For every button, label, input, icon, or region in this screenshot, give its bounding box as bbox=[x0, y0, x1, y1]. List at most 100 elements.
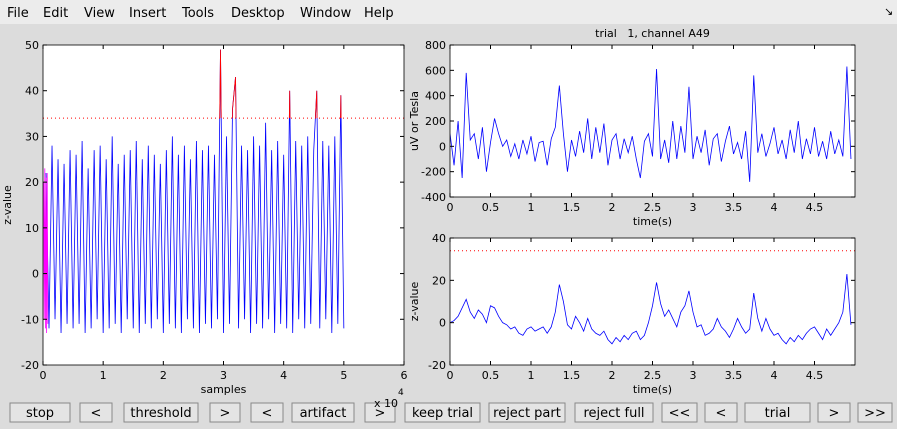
x-tick-label: 4.5 bbox=[806, 201, 824, 214]
y-tick-label: -10 bbox=[21, 313, 39, 326]
button-label[interactable]: threshold bbox=[130, 406, 191, 421]
x-tick-label: 1.5 bbox=[563, 201, 581, 214]
menu-item[interactable]: Window bbox=[300, 6, 352, 21]
signal-line bbox=[450, 273, 852, 345]
button[interactable] bbox=[123, 402, 199, 423]
button[interactable] bbox=[857, 402, 893, 423]
button[interactable] bbox=[704, 402, 738, 423]
button[interactable] bbox=[744, 402, 811, 423]
button[interactable] bbox=[9, 402, 71, 423]
button-label[interactable]: > bbox=[375, 406, 386, 421]
x-tick-label: 0 bbox=[447, 369, 454, 382]
button[interactable] bbox=[817, 402, 851, 423]
button[interactable] bbox=[574, 402, 654, 423]
button[interactable] bbox=[404, 402, 481, 423]
x-tick-label: 4 bbox=[280, 369, 287, 382]
y-tick-label: -20 bbox=[21, 359, 39, 372]
menu-bar bbox=[0, 0, 897, 24]
y-tick-label: 0 bbox=[439, 317, 446, 330]
x-tick-label: 6 bbox=[401, 369, 408, 382]
x-exponent: 4 bbox=[398, 388, 404, 398]
menu-item[interactable]: View bbox=[84, 6, 115, 21]
x-tick-label: 3 bbox=[220, 369, 227, 382]
button-label[interactable]: keep trial bbox=[412, 406, 473, 421]
button[interactable] bbox=[250, 402, 284, 423]
y-tick-label: 200 bbox=[425, 115, 446, 128]
button-label[interactable]: reject part bbox=[493, 406, 561, 421]
y-tick-label: 30 bbox=[25, 130, 39, 143]
button-label[interactable]: > bbox=[829, 406, 840, 421]
button[interactable] bbox=[79, 402, 113, 423]
x-tick-label: 0 bbox=[40, 369, 47, 382]
x-tick-label: 1 bbox=[528, 201, 535, 214]
axes: 0 1 2 3 4 5 6 -20 -10 0 10 20 30 40 50 samples z-value x … bbox=[1, 39, 408, 410]
menu-item[interactable]: Edit bbox=[43, 6, 68, 21]
button-label[interactable]: reject full bbox=[583, 406, 644, 421]
y-tick-label: 400 bbox=[425, 90, 446, 103]
button-label[interactable]: artifact bbox=[300, 406, 347, 421]
x-tick-label: 2.5 bbox=[644, 369, 662, 382]
x-axis-label: time(s) bbox=[633, 215, 672, 228]
x-tick-label: 2 bbox=[609, 201, 616, 214]
signal-line bbox=[450, 66, 852, 182]
y-tick-label: 10 bbox=[25, 222, 39, 235]
plot-area bbox=[450, 238, 855, 365]
y-axis-label: z-value bbox=[408, 282, 421, 322]
x-tick-label: 1 bbox=[528, 369, 535, 382]
menu-item[interactable]: Desktop bbox=[231, 6, 285, 21]
button-label[interactable]: stop bbox=[26, 406, 54, 421]
x-tick-label: 0 bbox=[447, 201, 454, 214]
x-tick-label: 2 bbox=[160, 369, 167, 382]
y-tick-label: -200 bbox=[421, 166, 446, 179]
y-tick-label: 20 bbox=[25, 176, 39, 189]
button[interactable] bbox=[661, 402, 698, 423]
y-tick-label: 50 bbox=[25, 39, 39, 52]
x-tick-label: 4.5 bbox=[806, 369, 824, 382]
x-multiplier: x 10 bbox=[374, 397, 398, 410]
menu-item[interactable]: Tools bbox=[181, 6, 214, 21]
x-tick-label: 4 bbox=[771, 369, 778, 382]
button-label[interactable]: < bbox=[91, 406, 102, 421]
button[interactable] bbox=[291, 402, 355, 423]
signal-line bbox=[43, 168, 49, 334]
x-axis-label: time(s) bbox=[633, 383, 672, 396]
x-axis-label: samples bbox=[201, 383, 247, 396]
button-label[interactable]: < bbox=[716, 406, 727, 421]
button-label[interactable]: << bbox=[669, 406, 691, 421]
x-tick-label: 1.5 bbox=[563, 369, 581, 382]
x-tick-label: 2 bbox=[609, 369, 616, 382]
button-label[interactable]: < bbox=[262, 406, 273, 421]
y-tick-label: 0 bbox=[439, 140, 446, 153]
y-tick-label: 600 bbox=[425, 64, 446, 77]
x-tick-label: 5 bbox=[340, 369, 347, 382]
chart-title: trial 1, channel A49 bbox=[595, 27, 710, 40]
menu-item[interactable]: Insert bbox=[129, 6, 166, 21]
x-tick-label: 4 bbox=[771, 201, 778, 214]
menu-item[interactable]: Help bbox=[364, 6, 394, 21]
x-tick-label: 3.5 bbox=[725, 201, 743, 214]
x-tick-label: 2.5 bbox=[644, 201, 662, 214]
button[interactable] bbox=[209, 402, 241, 423]
dock-arrow[interactable]: ↘ bbox=[884, 5, 893, 18]
signal-line bbox=[45, 49, 345, 334]
y-tick-label: -20 bbox=[428, 359, 446, 372]
y-tick-label: 20 bbox=[432, 274, 446, 287]
button-label[interactable]: trial bbox=[765, 406, 791, 421]
button-label[interactable]: >> bbox=[864, 406, 886, 421]
x-tick-label: 3.5 bbox=[725, 369, 743, 382]
x-tick-label: 0.5 bbox=[482, 369, 500, 382]
y-tick-label: -400 bbox=[421, 191, 446, 204]
axes: 0 0.5 1 1.5 2 2.5 3 3.5 4 4.5 -400 -200 0 200 400 600 80… bbox=[408, 27, 856, 228]
y-axis-label: z-value bbox=[1, 185, 14, 225]
menu-item[interactable]: File bbox=[7, 6, 29, 21]
button-label[interactable]: > bbox=[220, 406, 231, 421]
button[interactable] bbox=[488, 402, 566, 423]
x-tick-label: 3 bbox=[690, 369, 697, 382]
y-tick-label: 40 bbox=[25, 85, 39, 98]
y-tick-label: 40 bbox=[432, 232, 446, 245]
y-tick-label: 0 bbox=[32, 268, 39, 281]
y-tick-label: 800 bbox=[425, 39, 446, 52]
button[interactable] bbox=[364, 402, 396, 423]
x-tick-label: 1 bbox=[100, 369, 107, 382]
